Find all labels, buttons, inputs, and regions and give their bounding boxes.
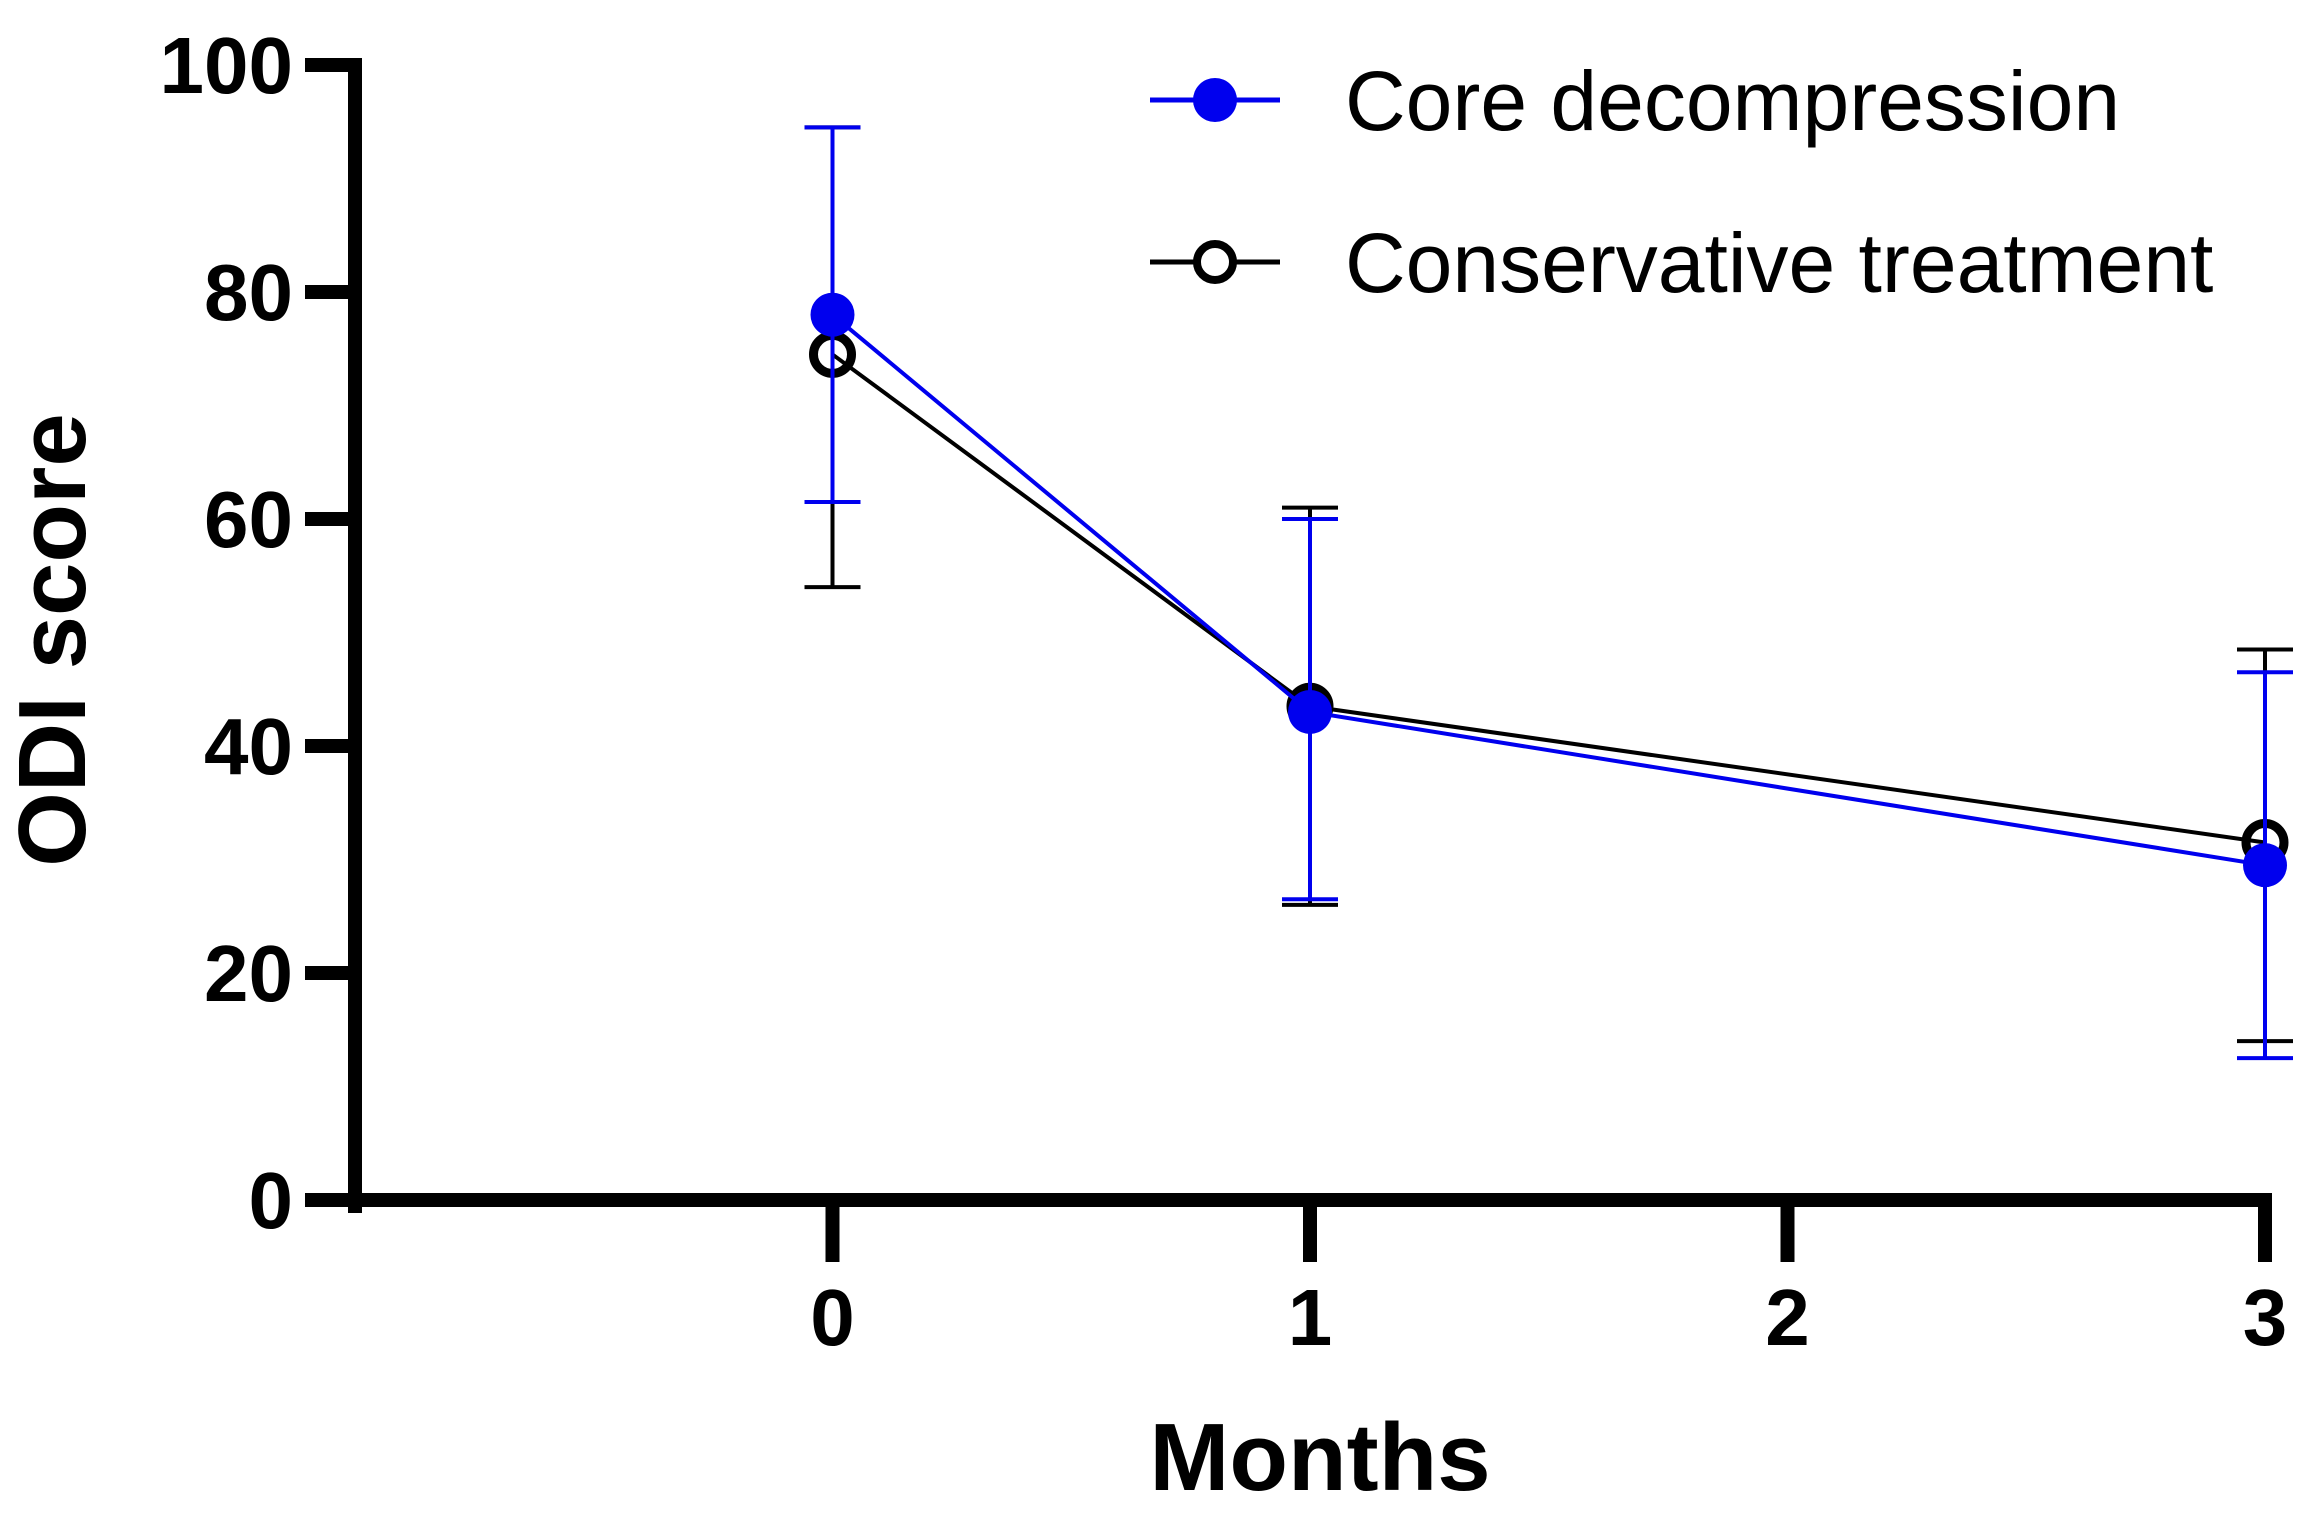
legend: Core decompression Conservative treatment: [1150, 54, 2213, 310]
core-decompression-point: [1288, 689, 1332, 734]
y-tick-label: 40: [204, 702, 293, 791]
y-tick-label: 80: [204, 248, 293, 337]
y-tick-label: 0: [249, 1156, 294, 1245]
legend-marker-conservative-treatment: [1193, 240, 1237, 284]
series-layer: [804, 125, 2293, 1061]
x-tick-label: 3: [2243, 1273, 2288, 1362]
x-axis-title: Months: [1149, 1404, 1490, 1511]
legend-marker-core-decompression: [1193, 78, 1237, 122]
x-tick-label: 1: [1288, 1273, 1333, 1362]
legend-label-conservative-treatment: Conservative treatment: [1345, 216, 2213, 310]
conservative-treatment-line: [831, 352, 2266, 845]
core-decompression-point: [810, 292, 855, 337]
legend-label-core-decompression: Core decompression: [1345, 54, 2120, 148]
y-tick-label: 20: [204, 929, 293, 1018]
axes: 0 20 40 60 80 100 0 1 2 3: [160, 21, 2288, 1362]
x-tick-label: 2: [1765, 1273, 1810, 1362]
core-decompression-line: [831, 313, 2266, 868]
y-axis-title: ODI score: [0, 413, 106, 867]
x-tick-label: 0: [810, 1273, 855, 1362]
y-tick-label: 60: [204, 475, 293, 564]
core-decompression-point: [2243, 843, 2287, 888]
y-tick-label: 100: [160, 21, 293, 110]
